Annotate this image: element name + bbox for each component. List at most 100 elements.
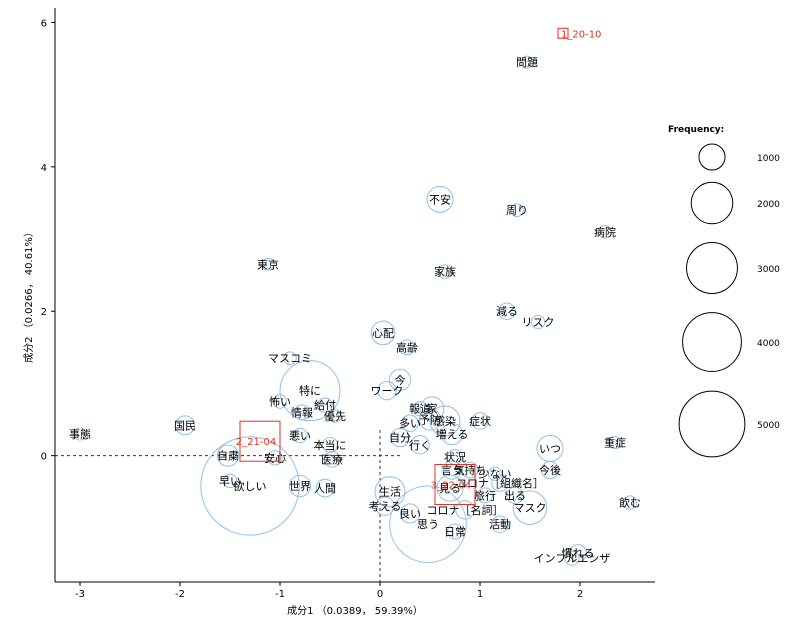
word-label: 医療 [321, 452, 343, 466]
word-bubble [491, 515, 509, 533]
word-label: 多い [399, 416, 421, 430]
legend-value: 4000 [757, 339, 780, 349]
date-marker-box [239, 420, 281, 462]
legend-circle [686, 242, 738, 294]
word-label: 予防 [419, 413, 441, 427]
word-label: 活動 [489, 517, 511, 531]
word-label: 怖い [269, 394, 291, 408]
word-label: 行く [409, 439, 431, 452]
date-markers: 1_20-10 2_21-04 3_22-04 [236, 27, 601, 506]
word-label: 早い [219, 475, 241, 488]
y-tick-label: 2 [41, 307, 47, 318]
word-label: マスク [514, 502, 547, 515]
legend-circle [690, 181, 734, 225]
word-bubble [283, 351, 297, 365]
word-bubble [399, 339, 415, 356]
date-marker-label: 2_21-04 [236, 437, 276, 448]
word-bubble [429, 405, 461, 437]
word-bubble [288, 474, 312, 498]
legend-title: Frequency: [668, 125, 724, 135]
word-bubble [436, 474, 464, 502]
word-label: コロナ［名詞］ [427, 503, 504, 517]
word-bubble [175, 415, 195, 436]
word-bubble [315, 478, 335, 498]
word-bubble [216, 444, 240, 467]
word-bubble [440, 422, 464, 446]
word-bubble [261, 257, 275, 271]
word-bubble [530, 314, 546, 330]
word-bubble [506, 486, 524, 505]
word-bubble [426, 185, 454, 213]
word-bubble [317, 397, 333, 413]
word-label: 世界 [289, 480, 311, 493]
word-bubble [487, 466, 503, 481]
word-label: 人間 [314, 482, 336, 495]
legend-circle [682, 312, 742, 372]
word-label: 気持ち [454, 463, 487, 477]
frequency-legend: Frequency: 1000 2000 3000 4000 5000 [668, 125, 780, 458]
word-label: 特に [299, 384, 321, 398]
word-label: 国民 [174, 419, 196, 432]
word-label: いつ [539, 442, 561, 455]
word-label: 安心 [264, 451, 286, 465]
word-bubble [608, 436, 622, 450]
word-label: 高齢 [396, 340, 418, 354]
word-label: 悪い [289, 429, 311, 442]
word-bubble [418, 408, 442, 431]
word-bubble [477, 487, 493, 504]
word-label: 欲しい [234, 479, 267, 493]
word-label: 言う [441, 464, 463, 477]
word-bubble [294, 404, 310, 421]
word-label: 今後 [539, 463, 561, 477]
x-tick-label: -1 [275, 589, 285, 600]
word-bubble [73, 427, 87, 441]
legend-circle [678, 390, 746, 458]
word-labels: 問題不安周り病院東京家族減るリスク心配高齢マスコミ特に 今ワーク怖い 給付 報道 情報優… [69, 56, 641, 565]
word-label: 事態 [69, 427, 91, 441]
word-label: 感染 [434, 414, 456, 428]
x-tick-label: -2 [175, 589, 185, 600]
word-label: 情報 [291, 406, 313, 419]
word-label: マスコミ [268, 352, 312, 365]
word-bubble [267, 450, 283, 466]
word-label: 考える [369, 500, 402, 513]
word-label: 旅行 [474, 488, 496, 502]
word-label: 慣れる [562, 546, 595, 560]
word-bubble [442, 460, 462, 480]
word-label: 東京 [257, 257, 279, 271]
word-bubble [512, 490, 548, 525]
word-bubble [419, 396, 445, 422]
word-label: 状況 [444, 450, 466, 464]
word-label: 家 [427, 402, 438, 416]
word-bubble [389, 485, 467, 563]
word-label: 心配 [372, 327, 394, 340]
word-label: 良い [399, 506, 421, 520]
word-bubble [598, 225, 612, 239]
word-label: 生活 [379, 485, 401, 499]
word-label: 出る [504, 488, 526, 502]
word-bubble [322, 436, 338, 453]
word-bubble [272, 394, 288, 409]
word-label: 増える [436, 428, 469, 441]
word-bubble [292, 427, 308, 444]
x-tick-label: 1 [477, 589, 483, 600]
word-label: リスク [522, 316, 555, 329]
word-label: 給付 [314, 398, 336, 412]
word-bubble [437, 264, 453, 279]
word-bubble [200, 436, 300, 536]
word-label: 重症 [604, 436, 626, 450]
word-label: 家族 [434, 265, 456, 279]
y-tick-label: 6 [41, 18, 47, 29]
word-label: 問題 [516, 56, 538, 69]
word-label: 本当に [314, 438, 347, 452]
word-bubble [540, 461, 560, 480]
legend-value: 5000 [757, 421, 780, 431]
x-tick-label: -3 [75, 589, 85, 600]
word-bubble [455, 500, 475, 520]
word-bubble [400, 503, 420, 524]
reference-lines [55, 430, 400, 582]
word-label: 症状 [469, 414, 491, 428]
word-label: コロナ［組織名］ [456, 476, 544, 490]
word-label: 病院 [594, 225, 616, 239]
